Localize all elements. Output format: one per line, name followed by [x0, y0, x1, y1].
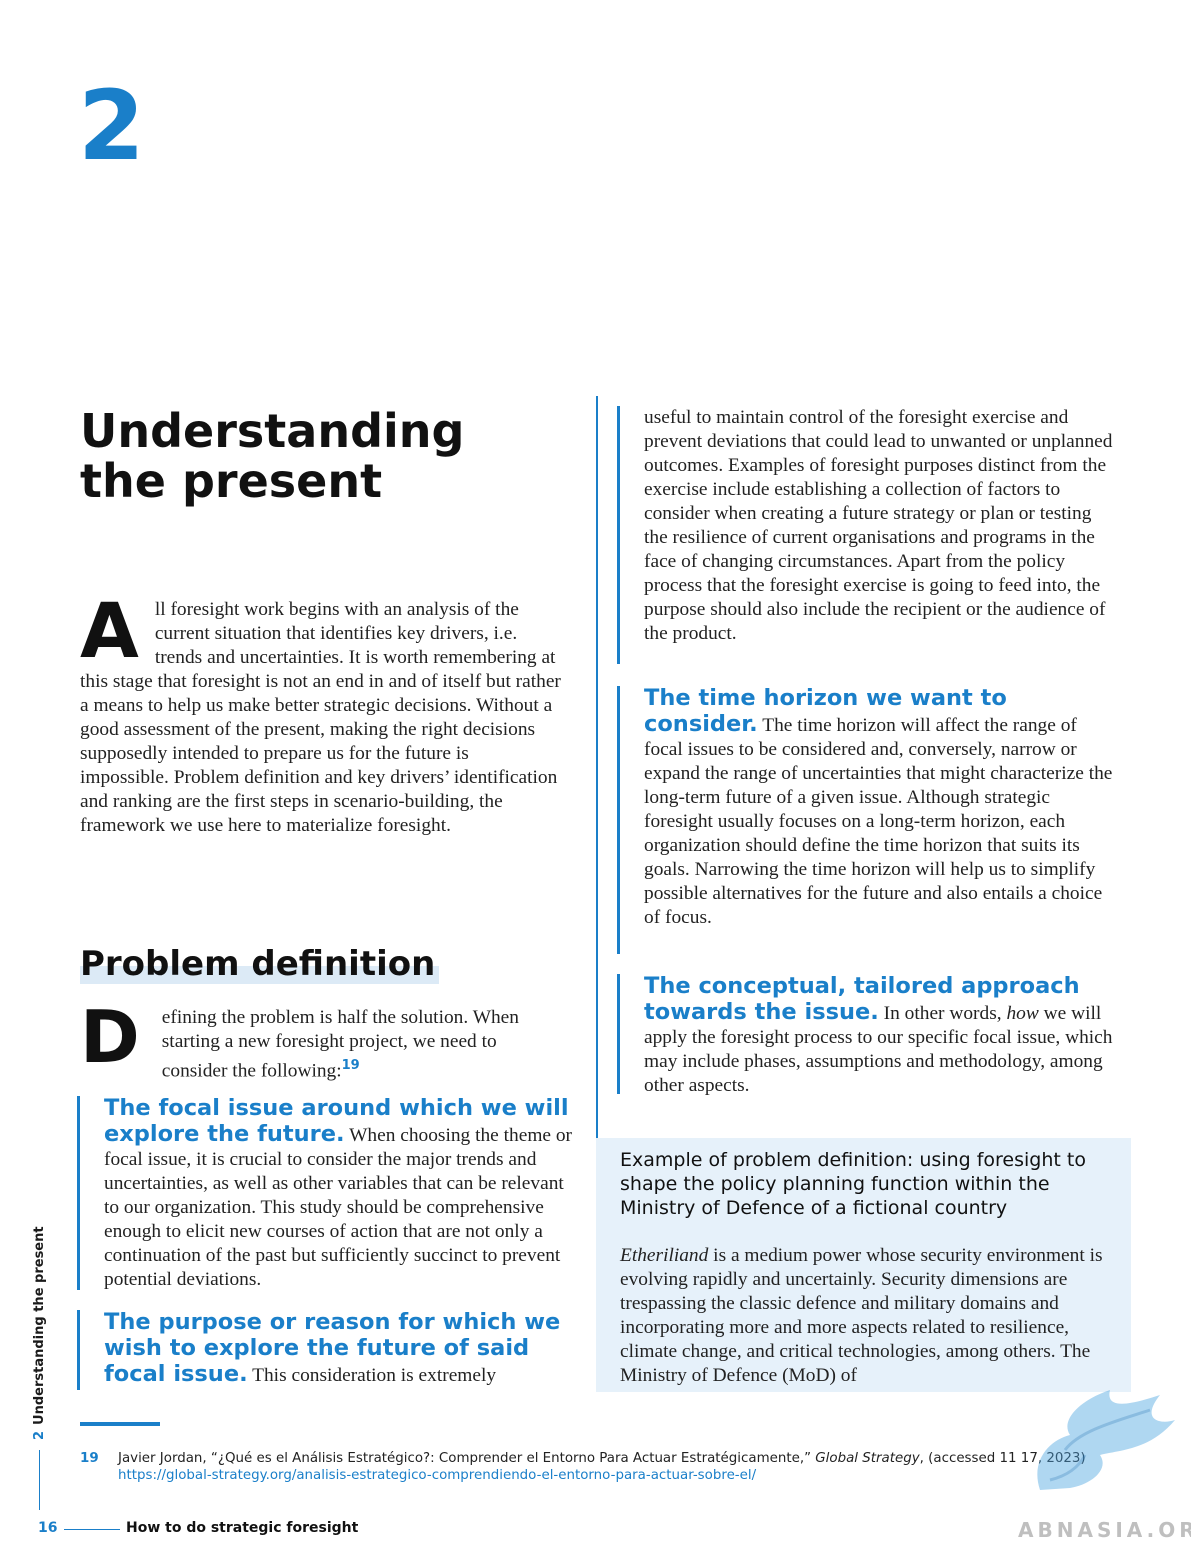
problem-intro-text: efining the problem is half the solution… — [161, 1007, 519, 1082]
item-horizon-body: The time horizon will affect the range o… — [644, 715, 1113, 928]
item-horizon-text: The time horizon we want to consider. Th… — [644, 686, 1114, 930]
sidebar-chapter-label: 2 Understanding the present — [32, 1226, 47, 1440]
sidebar-chapter-number: 2 — [32, 1430, 47, 1440]
item-purpose-body-start: This consideration is extremely — [247, 1365, 497, 1386]
footer-rule — [64, 1529, 120, 1530]
example-box-title: Example of problem definition: using for… — [620, 1149, 1086, 1219]
sidebar-chapter-title: Understanding the present — [32, 1226, 47, 1425]
item-horizon-keyword: The time horizon we want to consider. — [644, 685, 1007, 737]
item-approach-text: The conceptual, tailored approach toward… — [644, 974, 1114, 1098]
item-purpose-body-continued: useful to maintain control of the foresi… — [644, 407, 1113, 644]
item-purpose-keyword: The purpose or reason for which we wish … — [104, 1309, 561, 1387]
watermark-text: ABNASIA.ORG — [1018, 1518, 1191, 1542]
section-heading-problem-definition: Problem definition — [80, 944, 440, 984]
item-focal-keyword: The focal issue around which we will exp… — [104, 1095, 569, 1147]
sidebar-rule — [39, 1450, 40, 1510]
watermark-griffin-icon — [1037, 1390, 1175, 1490]
intro-text: ll foresight work begins with an analysi… — [80, 599, 561, 836]
column-divider — [596, 396, 598, 1138]
page-number: 16 — [38, 1520, 58, 1536]
problem-dropcap: D — [80, 995, 140, 1079]
item-time-horizon: The time horizon we want to consider. Th… — [617, 686, 1114, 954]
item-focal-issue: The focal issue around which we will exp… — [77, 1096, 574, 1290]
item-purpose: The purpose or reason for which we wish … — [77, 1310, 574, 1390]
footnote-body: Javier Jordan, “¿Qué es el Análisis Estr… — [118, 1450, 1108, 1484]
footnote-text-after: , (accessed 11 17, 2023) — [919, 1451, 1086, 1466]
item-purpose-text: The purpose or reason for which we wish … — [104, 1310, 574, 1388]
example-box-body: is a medium power whose security environ… — [620, 1245, 1103, 1386]
example-box-text: Etheriliand is a medium power whose secu… — [620, 1244, 1106, 1388]
footnote-journal: Global Strategy — [815, 1451, 920, 1466]
footnote-text-before: Javier Jordan, “¿Qué es el Análisis Estr… — [118, 1451, 816, 1466]
footnote-link[interactable]: https://global-strategy.org/analisis-est… — [118, 1468, 757, 1483]
chapter-number: 2 — [78, 70, 145, 182]
example-box: Example of problem definition: using for… — [596, 1138, 1131, 1392]
footnote-ref[interactable]: 19 — [341, 1058, 360, 1073]
item-approach-body-after: we will apply the foresight process to o… — [644, 1003, 1113, 1096]
footnote-number: 19 — [80, 1451, 99, 1466]
item-focal-body: When choosing the theme or focal issue, … — [104, 1125, 573, 1290]
item-approach-body-before: In other words, — [878, 1003, 1007, 1024]
item-approach-emphasis: how — [1006, 1003, 1039, 1024]
footnote-rule — [80, 1422, 160, 1426]
intro-dropcap: A — [80, 586, 139, 675]
footer-book-title: How to do strategic foresight — [126, 1520, 359, 1536]
item-purpose-continued: useful to maintain control of the foresi… — [617, 406, 1114, 664]
item-approach-keyword: The conceptual, tailored approach toward… — [644, 973, 1080, 1025]
item-focal-text: The focal issue around which we will exp… — [104, 1096, 574, 1292]
item-conceptual-approach: The conceptual, tailored approach toward… — [617, 974, 1114, 1096]
chapter-title: Understanding the present — [80, 404, 465, 508]
example-country-name: Etheriliand — [620, 1245, 709, 1266]
